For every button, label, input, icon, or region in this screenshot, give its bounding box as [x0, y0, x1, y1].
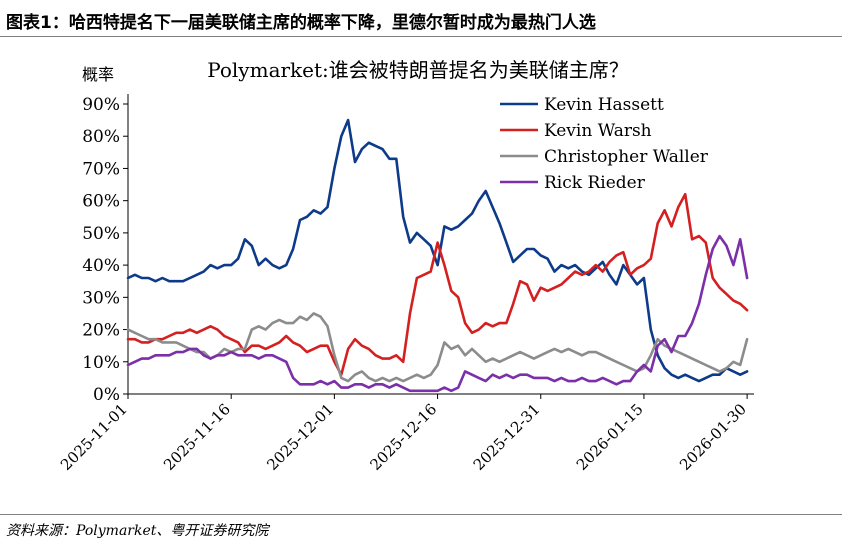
figure-title: 图表1：哈西特提名下一届美联储主席的概率下降，里德尔暂时成为最热门人选 — [6, 13, 596, 33]
y-tick-label: 70% — [82, 159, 120, 179]
y-tick-label: 50% — [82, 224, 120, 244]
legend-label: Kevin Hassett — [544, 95, 664, 115]
y-tick-label: 40% — [82, 256, 120, 276]
x-tick-label: 2025-11-16 — [160, 400, 234, 474]
chart-title: Polymarket:谁会被特朗普提名为美联储主席？ — [207, 58, 629, 82]
x-tick-label: 2026-01-15 — [573, 400, 647, 474]
y-tick-label: 60% — [82, 192, 120, 212]
x-tick-label: 2026-01-30 — [676, 400, 750, 474]
header-divider — [0, 36, 842, 37]
source-note: 资料来源：Polymarket、粤开证券研究院 — [6, 523, 269, 539]
legend-label: Kevin Warsh — [544, 121, 652, 141]
line-chart: 0% 10% 20% 30% 40% 50% 60% 70% 80% 90% 2025-11-01 2… — [57, 58, 754, 474]
y-tick-label: 20% — [82, 321, 120, 341]
x-tick-label: 2025-12-01 — [263, 400, 337, 474]
footer-divider — [0, 514, 842, 515]
y-axis-label: 概率 — [82, 65, 114, 84]
legend-label: Christopher Waller — [544, 147, 709, 167]
series-lines — [126, 118, 749, 393]
series-line-kevin-hassett — [126, 118, 749, 383]
y-tick-label: 90% — [82, 95, 120, 115]
x-tick-label: 2025-11-01 — [57, 400, 131, 474]
x-tick-label: 2025-12-31 — [470, 400, 544, 474]
y-tick-label: 0% — [93, 385, 120, 405]
figure-header: 图表1：哈西特提名下一届美联储主席的概率下降，里德尔暂时成为最热门人选 — [0, 0, 842, 38]
y-tick-label: 10% — [82, 353, 120, 373]
series-line-kevin-warsh — [126, 192, 749, 377]
y-tick-label: 80% — [82, 127, 120, 147]
y-tick-label: 30% — [82, 288, 120, 308]
series-line-christopher-waller — [126, 312, 749, 383]
series-line-rick-rieder — [126, 234, 749, 393]
legend-label: Rick Rieder — [544, 173, 646, 193]
x-tick-label: 2025-12-16 — [367, 400, 441, 474]
legend: Kevin Hassett Kevin Warsh Christopher Wall… — [500, 95, 709, 193]
